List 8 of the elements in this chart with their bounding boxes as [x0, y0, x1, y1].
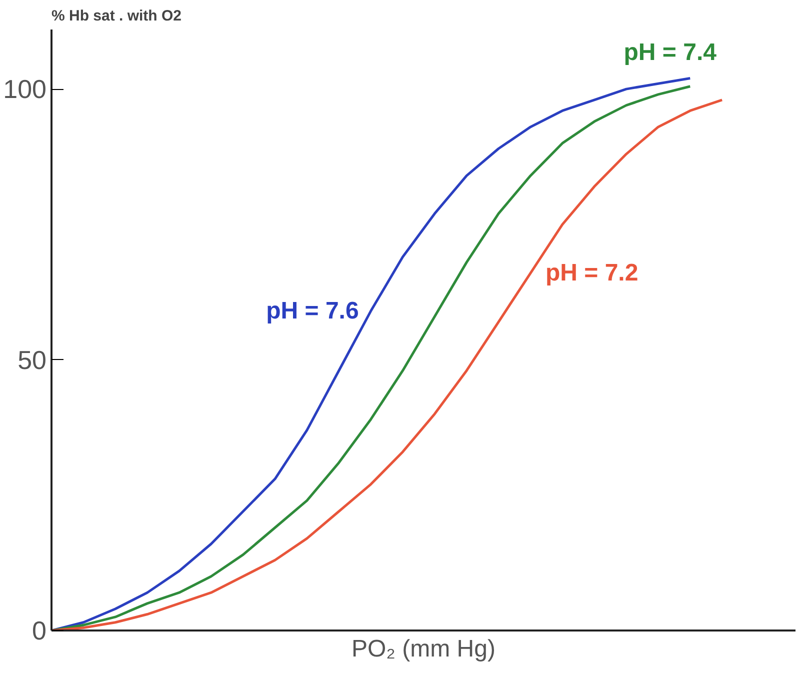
y-tick-label: 0	[32, 616, 47, 646]
series-label: pH = 7.6	[266, 298, 359, 325]
x-axis-title: PO₂ (mm Hg)	[352, 636, 496, 662]
series-label: pH = 7.4	[624, 38, 718, 66]
y-tick-label: 50	[18, 344, 46, 375]
y-axis-title: % Hb sat . with O2	[52, 8, 182, 24]
y-tick-label: 100	[3, 74, 47, 104]
series-label: pH = 7.2	[545, 260, 638, 287]
